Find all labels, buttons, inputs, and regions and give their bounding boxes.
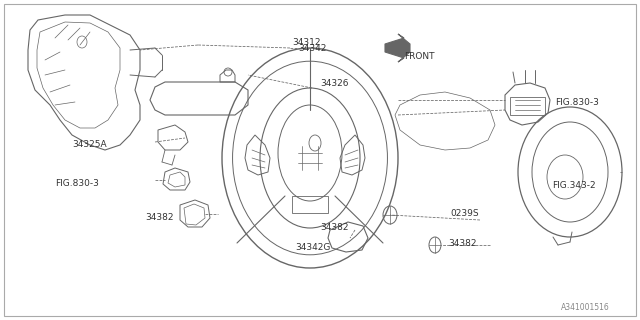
Text: FIG.343-2: FIG.343-2 bbox=[552, 180, 596, 189]
Text: 34342: 34342 bbox=[298, 44, 326, 52]
Text: 34325A: 34325A bbox=[72, 140, 107, 148]
Text: A341001516: A341001516 bbox=[561, 303, 610, 312]
Text: 0239S: 0239S bbox=[450, 209, 479, 218]
Text: FIG.830-3: FIG.830-3 bbox=[555, 98, 599, 107]
Text: 34382: 34382 bbox=[320, 222, 349, 231]
Text: 34382: 34382 bbox=[448, 239, 477, 249]
Text: 34342G: 34342G bbox=[295, 243, 330, 252]
Text: 34326: 34326 bbox=[320, 78, 349, 87]
Text: 34382: 34382 bbox=[145, 212, 173, 221]
Text: FIG.830-3: FIG.830-3 bbox=[55, 179, 99, 188]
Text: 34312: 34312 bbox=[292, 37, 321, 46]
Text: FRONT: FRONT bbox=[404, 52, 435, 60]
Polygon shape bbox=[385, 34, 410, 62]
